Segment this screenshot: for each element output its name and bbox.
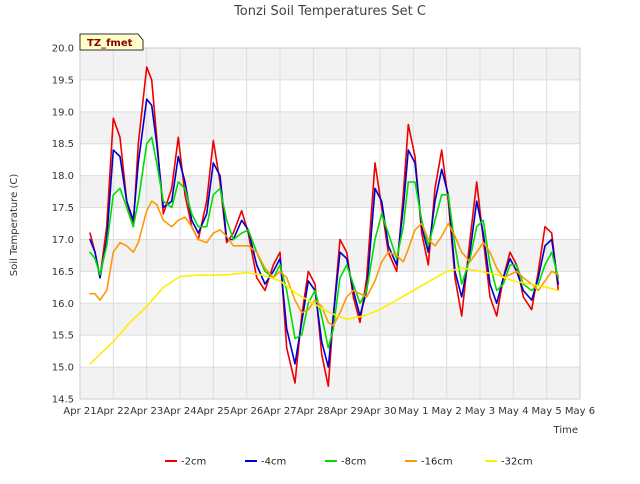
legend: -2cm -4cm -8cm -16cm -32cm	[165, 457, 533, 468]
x-axis-ticks: Apr 21 Apr 22 Apr 23 Apr 24 Apr 25 Apr 26 Apr …	[63, 406, 595, 417]
y-axis-ticks: 14.5 15.0 15.5 16.0 16.5 17.0 17.5 18.0 18.5 19.0…	[52, 44, 74, 406]
series-line-neg16cm	[89, 200, 560, 327]
series-lines	[89, 66, 560, 388]
series-line-neg32cm	[89, 267, 560, 365]
x-tick-label: May 4	[498, 406, 528, 417]
legend-label: -16cm	[421, 457, 453, 468]
plot-frame	[79, 47, 581, 400]
legend-label: -2cm	[181, 457, 206, 468]
y-tick-label: 17.5	[52, 203, 74, 214]
annotation-badge-shape	[79, 33, 144, 51]
legend-label: -4cm	[261, 457, 286, 468]
y-tick-label: 18.0	[52, 171, 74, 182]
y-axis-label: Soil Temperature (C)	[9, 174, 20, 277]
y-tick-label: 19.0	[52, 107, 74, 118]
x-tick-label: May 1	[398, 406, 428, 417]
background-band	[80, 239, 580, 272]
annotation-badge-text: TZ_fmet	[87, 38, 133, 49]
x-tick-label: Apr 21	[63, 406, 96, 417]
y-tick-label: 15.0	[52, 363, 74, 374]
series-line-neg8cm	[89, 136, 560, 349]
x-tick-label: May 3	[465, 406, 495, 417]
background-band	[80, 48, 580, 80]
x-tick-label: May 2	[432, 406, 462, 417]
x-tick-label: Apr 24	[163, 406, 196, 417]
y-tick-label: 19.5	[52, 75, 74, 86]
y-tick-label: 16.5	[52, 267, 74, 278]
legend-label: -8cm	[341, 457, 366, 468]
y-tick-label: 14.5	[52, 395, 74, 406]
legend-label: -32cm	[501, 457, 533, 468]
plot-bands	[80, 48, 580, 399]
x-tick-label: Apr 27	[263, 406, 296, 417]
y-tick-label: 17.0	[52, 235, 74, 246]
y-tick-label: 15.5	[52, 331, 74, 342]
background-band	[80, 111, 580, 144]
y-tick-label: 16.0	[52, 299, 74, 310]
x-tick-label: Apr 28	[297, 406, 330, 417]
x-tick-label: Apr 23	[130, 406, 163, 417]
x-tick-label: May 5	[532, 406, 562, 417]
x-tick-label: Apr 29	[330, 406, 363, 417]
x-tick-label: Apr 25	[197, 406, 230, 417]
y-tick-label: 20.0	[52, 44, 74, 55]
x-tick-label: May 6	[565, 406, 595, 417]
background-band	[80, 303, 580, 336]
annotation-badge: TZ_fmet	[79, 33, 144, 51]
x-tick-label: Apr 22	[97, 406, 130, 417]
x-tick-label: Apr 30	[363, 406, 396, 417]
y-tick-label: 18.5	[52, 139, 74, 150]
x-axis-label: Time	[553, 425, 578, 436]
x-tick-label: Apr 26	[230, 406, 263, 417]
series-line-neg4cm	[89, 98, 560, 368]
chart-title: Tonzi Soil Temperatures Set C	[233, 4, 426, 19]
